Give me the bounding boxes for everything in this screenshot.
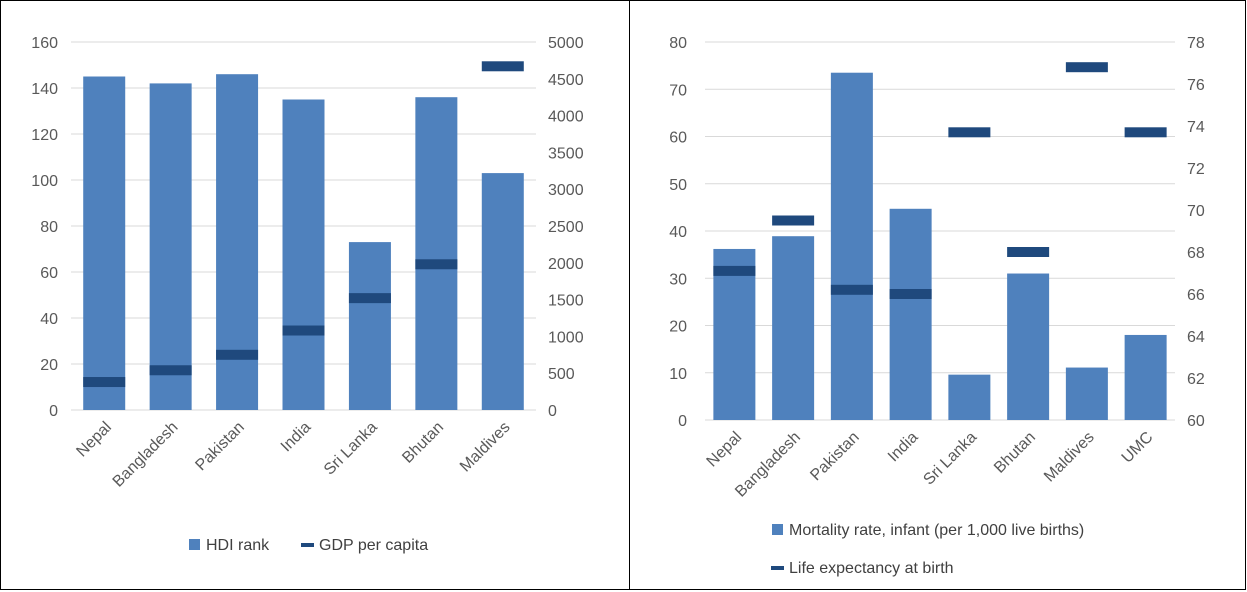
y-tick-label: 0 xyxy=(678,413,687,430)
x-tick-label-bangladesh: Bangladesh xyxy=(110,419,182,491)
y-tick-label: 100 xyxy=(31,173,58,190)
y2-tick-label: 66 xyxy=(1187,287,1205,304)
bar-umc xyxy=(1124,334,1167,420)
dash-sri-lanka xyxy=(348,293,391,304)
dash-maldives xyxy=(1065,62,1108,73)
dash-maldives xyxy=(481,61,524,72)
y2-tick-label: 64 xyxy=(1187,329,1205,346)
x-tick-label-bhutan: Bhutan xyxy=(399,419,447,467)
dash-bhutan xyxy=(415,259,458,270)
legend-label-mortality-rate-infant-per-1-000-live-births: Mortality rate, infant (per 1,000 live b… xyxy=(789,522,1084,539)
y-tick-label: 40 xyxy=(669,224,687,241)
bar-maldives xyxy=(1065,367,1108,420)
y2-tick-label: 2000 xyxy=(548,256,584,273)
bar-nepal xyxy=(83,76,126,410)
legend-label-life-expectancy-at-birth: Life expectancy at birth xyxy=(789,560,954,577)
dash-nepal xyxy=(713,265,756,276)
x-tick-label-umc: UMC xyxy=(1119,429,1157,467)
y-tick-label: 0 xyxy=(49,403,58,420)
x-tick-label-pakistan: Pakistan xyxy=(807,429,862,484)
bar-india xyxy=(889,208,932,420)
y-tick-label: 50 xyxy=(669,177,687,194)
bar-pakistan xyxy=(830,72,873,421)
hdi-gdp-chart: 0 20 40 60 80 100 120 140 160 0 500 1000 1500 2000 250… xyxy=(31,35,584,554)
bar-nepal xyxy=(713,248,756,420)
dash-sri-lanka xyxy=(948,127,991,138)
y2-tick-label: 76 xyxy=(1187,77,1205,94)
y2-tick-label: 62 xyxy=(1187,371,1205,388)
y-tick-label: 80 xyxy=(40,219,58,236)
bar-bangladesh xyxy=(149,83,192,411)
dash-india xyxy=(889,289,932,299)
x-tick-label-nepal: Nepal xyxy=(73,419,115,461)
bar-sri-lanka xyxy=(348,242,391,410)
y2-tick-label: 5000 xyxy=(548,35,584,52)
legend-label-gdp-per-capita: GDP per capita xyxy=(319,537,428,554)
y2-tick-label: 72 xyxy=(1187,161,1205,178)
hdi-gdp-chart-panel: 0 20 40 60 80 100 120 140 160 0 500 1000 1500 2000 250… xyxy=(0,0,630,590)
x-tick-label-india: India xyxy=(278,419,315,456)
dash-bhutan xyxy=(1007,247,1050,257)
dash-bangladesh xyxy=(149,365,192,376)
x-tick-label-bhutan: Bhutan xyxy=(991,429,1039,477)
y-tick-label: 20 xyxy=(40,357,58,374)
legend-swatch-bar xyxy=(189,539,200,550)
y-tick-label: 70 xyxy=(669,82,687,99)
y2-tick-label: 3500 xyxy=(548,145,584,162)
y-tick-label: 140 xyxy=(31,81,58,98)
x-tick-label-sri-lanka: Sri Lanka xyxy=(321,419,381,479)
legend-swatch-bar xyxy=(772,524,783,535)
mortality-life-expectancy-chart: 0 10 20 30 40 50 60 70 80 60 62 64 66 68 70 72 74 76 78 Nep… xyxy=(669,35,1205,577)
y2-tick-label: 68 xyxy=(1187,245,1205,262)
bar-sri-lanka xyxy=(948,374,991,420)
legend-label-hdi-rank: HDI rank xyxy=(206,537,270,554)
y-tick-label: 160 xyxy=(31,35,58,52)
dash-bangladesh xyxy=(772,215,815,226)
y-tick-label: 80 xyxy=(669,35,687,52)
y2-tick-label: 1000 xyxy=(548,329,584,346)
mortality-life-expectancy-chart-panel: 0 10 20 30 40 50 60 70 80 60 62 64 66 68 70 72 74 76 78 Nep… xyxy=(629,0,1246,590)
bar-maldives xyxy=(481,173,524,410)
bar-bhutan xyxy=(1007,273,1050,420)
y-tick-label: 120 xyxy=(31,127,58,144)
y2-tick-label: 60 xyxy=(1187,413,1205,430)
x-tick-label-sri-lanka: Sri Lanka xyxy=(920,429,980,489)
y-tick-label: 20 xyxy=(669,319,687,336)
y2-tick-label: 1500 xyxy=(548,293,584,310)
y-tick-label: 60 xyxy=(669,130,687,147)
y2-tick-label: 4000 xyxy=(548,109,584,126)
y-tick-label: 40 xyxy=(40,311,58,328)
y2-tick-label: 3000 xyxy=(548,182,584,199)
bar-bhutan xyxy=(415,97,458,410)
y2-tick-label: 500 xyxy=(548,366,575,383)
y2-tick-label: 78 xyxy=(1187,35,1205,52)
x-tick-label-india: India xyxy=(885,429,922,466)
y2-tick-label: 0 xyxy=(548,403,557,420)
dash-nepal xyxy=(83,377,126,388)
dash-pakistan xyxy=(216,349,259,360)
dash-pakistan xyxy=(830,284,873,295)
x-tick-label-pakistan: Pakistan xyxy=(192,419,247,474)
bar-india xyxy=(282,99,325,410)
legend-swatch-dash xyxy=(301,543,314,547)
y-tick-label: 10 xyxy=(669,366,687,383)
y-tick-label: 60 xyxy=(40,265,58,282)
y2-tick-label: 2500 xyxy=(548,219,584,236)
bar-bangladesh xyxy=(772,236,815,420)
x-tick-label-maldives: Maldives xyxy=(1041,429,1098,486)
y-tick-label: 30 xyxy=(669,271,687,288)
dash-umc xyxy=(1124,127,1167,138)
x-tick-label-maldives: Maldives xyxy=(457,419,514,476)
y2-tick-label: 70 xyxy=(1187,203,1205,220)
legend-swatch-dash xyxy=(771,566,784,570)
y2-tick-label: 4500 xyxy=(548,72,584,89)
y2-tick-label: 74 xyxy=(1187,119,1205,136)
x-tick-label-nepal: Nepal xyxy=(704,429,746,471)
dash-india xyxy=(282,325,325,336)
